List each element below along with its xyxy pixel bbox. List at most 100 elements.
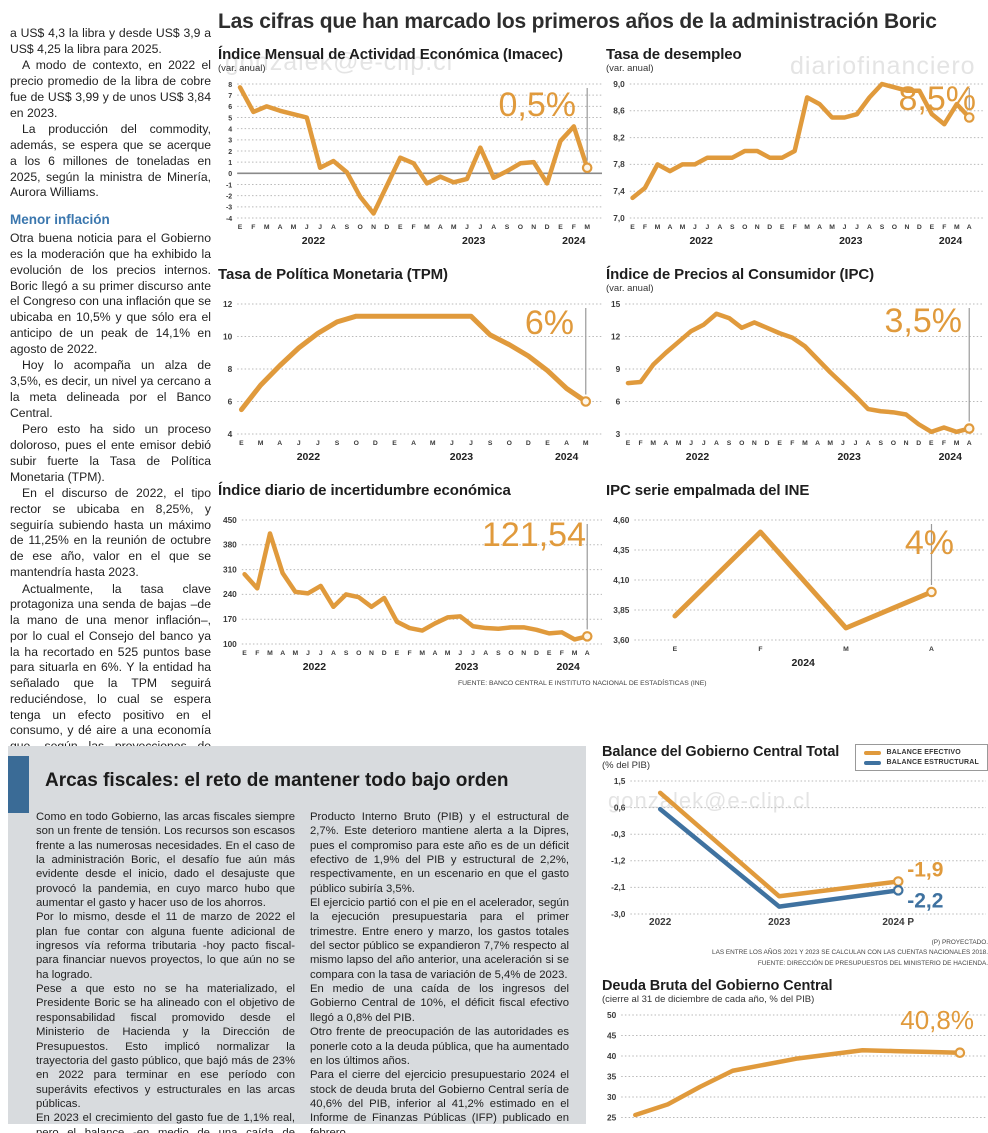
legend: BALANCE EFECTIVO BALANCE ESTRUCTURAL: [854, 744, 988, 771]
svg-text:A: A: [967, 224, 972, 231]
svg-text:J: J: [471, 650, 475, 657]
svg-text:15: 15: [611, 299, 621, 309]
chart-subtitle: [218, 283, 606, 296]
article-paragraph: A modo de contexto, en 2022 el precio pr…: [10, 58, 211, 120]
charts-grid: Índice Mensual de Actividad Económica (I…: [218, 46, 988, 692]
svg-text:S: S: [345, 224, 350, 231]
svg-text:O: O: [508, 650, 513, 657]
chart-subtitle: (% del PIB): [602, 760, 651, 771]
svg-text:2023: 2023: [768, 917, 791, 928]
chart-footnote: LAS ENTRE LOS AÑOS 2021 Y 2023 SE CALCUL…: [712, 949, 988, 957]
chart-subtitle: (var. anual): [606, 63, 654, 74]
svg-text:M: M: [650, 440, 656, 447]
svg-text:A: A: [867, 224, 872, 231]
chart-ipc: Índice de Precios al Consumidor (IPC) (v…: [606, 266, 988, 469]
svg-text:A: A: [278, 224, 283, 231]
article-paragraph: a US$ 4,3 la libra y desde US$ 3,9 a US$…: [10, 26, 211, 56]
line-chart-imacec: 8 7 6 5 4 3 2 1 0 -1 -2 -3 -4 E F M A M J J A S O N D E F M A M J J A S O N…: [226, 82, 602, 247]
fiscal-section: Arcas fiscales: el reto de mantener todo…: [8, 746, 586, 1133]
svg-text:-3: -3: [226, 205, 232, 212]
svg-text:N: N: [369, 650, 374, 657]
svg-text:3,85: 3,85: [613, 605, 630, 615]
svg-text:M: M: [583, 440, 589, 447]
svg-text:E: E: [777, 440, 782, 447]
bottom-charts: Balance del Gobierno Central Total (% de…: [602, 744, 988, 1133]
line-chart-balance: 1,5 0,6 -0,3 -1,2 -2,1 -3,0 2022 2023 2024 P -1,9…: [611, 776, 986, 928]
fiscal-paragraph: Para el cierre del ejercicio presupuesta…: [310, 1069, 569, 1133]
svg-text:2022: 2022: [302, 235, 326, 247]
svg-text:2024: 2024: [556, 661, 580, 673]
legend-label: BALANCE EFECTIVO: [886, 749, 961, 756]
svg-text:A: A: [717, 224, 722, 231]
fiscal-paragraph: Producto Interno Bruto (PIB) y el estruc…: [310, 811, 569, 895]
svg-text:12: 12: [223, 299, 233, 309]
line-chart-ipc-empalmada: 4,60 4,35 4,10 3,85 3,60 E F M A 2024: [613, 515, 984, 669]
svg-text:F: F: [639, 440, 643, 447]
left-article-column: a US$ 4,3 la libra y desde US$ 3,9 a US$…: [10, 26, 211, 787]
svg-text:170: 170: [223, 614, 237, 624]
svg-text:1: 1: [228, 160, 232, 167]
svg-text:10: 10: [223, 331, 233, 341]
accent-bar: [8, 756, 29, 813]
svg-text:M: M: [843, 646, 849, 653]
svg-text:J: J: [319, 650, 323, 657]
svg-text:D: D: [916, 440, 921, 447]
svg-text:A: A: [411, 440, 416, 447]
svg-text:J: J: [478, 224, 482, 231]
svg-text:M: M: [267, 650, 273, 657]
svg-text:A: A: [667, 224, 672, 231]
svg-text:380: 380: [223, 540, 237, 550]
article-subhead: Menor inflación: [10, 212, 110, 228]
svg-text:A: A: [929, 646, 934, 653]
svg-text:2: 2: [228, 149, 232, 156]
legend-swatch-orange: [863, 750, 881, 755]
svg-text:J: J: [854, 440, 858, 447]
svg-text:J: J: [705, 224, 709, 231]
svg-text:O: O: [356, 650, 361, 657]
svg-text:2023: 2023: [839, 235, 863, 247]
svg-text:8,6: 8,6: [613, 106, 625, 116]
svg-text:D: D: [545, 224, 550, 231]
svg-text:M: M: [676, 440, 682, 447]
svg-text:-2: -2: [226, 193, 232, 200]
svg-text:M: M: [829, 224, 835, 231]
svg-text:F: F: [793, 224, 797, 231]
svg-text:J: J: [458, 650, 462, 657]
svg-text:D: D: [767, 224, 772, 231]
svg-text:M: M: [293, 650, 299, 657]
svg-text:M: M: [802, 440, 808, 447]
charts-source: FUENTE: BANCO CENTRAL E INSTITUTO NACION…: [458, 680, 707, 687]
svg-text:35: 35: [607, 1071, 617, 1081]
svg-text:D: D: [534, 650, 539, 657]
svg-text:0: 0: [228, 171, 232, 178]
svg-text:M: M: [655, 224, 661, 231]
chart-title: Tasa de Política Monetaria (TPM): [218, 266, 448, 283]
article-paragraph: La producción del commodity, además, se …: [10, 122, 211, 200]
fiscal-paragraph: Otro frente de preocupación de las autor…: [310, 1026, 569, 1067]
svg-text:2022: 2022: [686, 451, 710, 463]
svg-text:O: O: [739, 440, 744, 447]
svg-text:M: M: [291, 224, 297, 231]
svg-text:E: E: [630, 224, 635, 231]
fiscal-paragraph: Como en todo Gobierno, las arcas fiscale…: [36, 811, 295, 910]
svg-text:-4: -4: [226, 216, 232, 223]
svg-text:6: 6: [228, 104, 232, 111]
svg-text:M: M: [954, 440, 960, 447]
svg-text:N: N: [752, 440, 757, 447]
svg-text:N: N: [531, 224, 536, 231]
latest-value-label: 3,5%: [884, 302, 963, 340]
svg-text:M: M: [445, 650, 451, 657]
chart-subtitle: (var. anual): [218, 63, 266, 74]
svg-text:M: M: [430, 440, 436, 447]
svg-text:J: J: [702, 440, 706, 447]
svg-text:A: A: [585, 650, 590, 657]
line-chart-deuda: 5045403530252020182019202020212022202320…: [607, 1010, 986, 1133]
svg-text:J: J: [306, 650, 310, 657]
svg-text:E: E: [673, 646, 678, 653]
svg-text:25: 25: [607, 1112, 617, 1122]
main-headline: Las cifras que han marcado los primeros …: [218, 10, 937, 33]
fiscal-title: Arcas fiscales: el reto de mantener todo…: [45, 770, 509, 791]
svg-text:A: A: [866, 440, 871, 447]
svg-text:7,8: 7,8: [613, 159, 625, 169]
